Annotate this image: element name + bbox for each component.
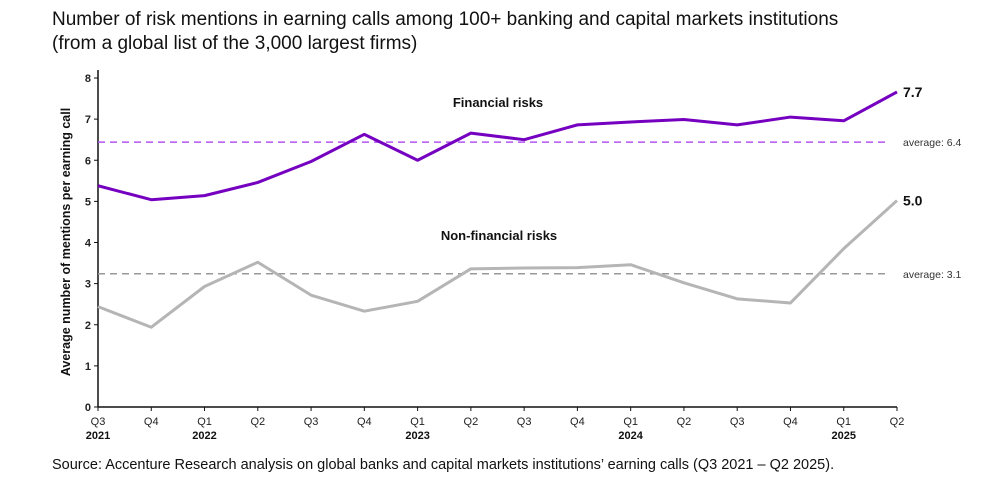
x-tick-label: Q1 xyxy=(197,416,212,428)
chart-title-line-2: (from a global list of the 3,000 largest… xyxy=(52,33,418,54)
series-lines: 7.7 5.0 xyxy=(97,84,923,329)
x-tick-label: Q2 xyxy=(464,416,479,428)
y-tick-label: 8 xyxy=(85,73,91,85)
x-tick-label: Q1 xyxy=(410,416,425,428)
x-tick-label: Q3 xyxy=(730,416,745,428)
x-tick-label: Q3 xyxy=(517,416,532,428)
y-tick-label: 1 xyxy=(85,361,91,373)
series-line-financial xyxy=(97,90,898,202)
x-tick-label: Q4 xyxy=(144,416,159,428)
x-year-label: 2025 xyxy=(831,430,855,442)
y-tick-label: 2 xyxy=(85,320,91,332)
axes: 0 1 2 3 4 5 6 7 8 Q3 Q4 Q1 Q2 Q3 Q4 Q1 Q2 Q3 Q4 Q1 Q2 Q3 Q4 Q1 Q… xyxy=(85,70,904,442)
end-value-label: 5.0 xyxy=(903,193,923,209)
x-year-label: 2021 xyxy=(86,430,110,442)
average-label: average: 6.4 xyxy=(903,137,962,149)
x-tick-label: Q4 xyxy=(570,416,585,428)
y-tick-label: 3 xyxy=(85,279,91,291)
x-tick-label: Q2 xyxy=(677,416,692,428)
x-tick-label: Q3 xyxy=(304,416,319,428)
x-tick-label: Q1 xyxy=(623,416,638,428)
y-tick-label: 6 xyxy=(85,155,91,167)
average-label: average: 3.1 xyxy=(903,269,962,281)
chart-title-line-1: Number of risk mentions in earning calls… xyxy=(52,9,839,30)
chart-title: Number of risk mentions in earning calls… xyxy=(52,8,838,56)
y-axis-label: Average number of mentions per earning c… xyxy=(59,108,73,376)
series-label-nonfinancial: Non-financial risks xyxy=(441,228,557,243)
y-tick-label: 4 xyxy=(85,238,92,250)
x-year-label: 2022 xyxy=(192,430,216,442)
x-tick-label: Q2 xyxy=(250,416,265,428)
x-tick-label: Q1 xyxy=(836,416,851,428)
x-tick-label: Q4 xyxy=(357,416,372,428)
series-line-nonfinancial xyxy=(97,199,899,329)
end-value-label: 7.7 xyxy=(903,84,923,100)
x-year-label: 2024 xyxy=(618,430,643,442)
y-tick-label: 5 xyxy=(85,196,91,208)
y-tick-label: 7 xyxy=(85,114,91,126)
source-note: Source: Accenture Research analysis on g… xyxy=(52,457,835,473)
x-tick-label: Q2 xyxy=(890,416,905,428)
x-tick-label: Q3 xyxy=(91,416,106,428)
series-label-financial: Financial risks xyxy=(453,95,543,110)
x-year-label: 2023 xyxy=(405,430,429,442)
y-tick-label: 0 xyxy=(85,402,91,414)
x-tick-label: Q4 xyxy=(783,416,798,428)
